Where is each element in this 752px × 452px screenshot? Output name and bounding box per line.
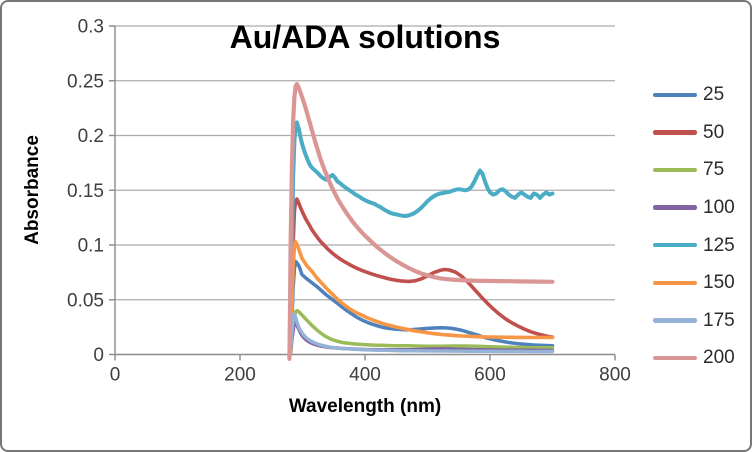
legend-label: 100	[703, 197, 735, 219]
legend-label: 150	[703, 272, 735, 294]
legend-item-125: 125	[653, 226, 735, 264]
legend-item-100: 100	[653, 189, 735, 227]
chart-title: Au/ADA solutions	[229, 19, 501, 55]
legend-item-75: 75	[653, 151, 735, 189]
legend-item-50: 50	[653, 114, 735, 152]
series-line-50	[288, 197, 555, 356]
x-tick-label: 200	[224, 365, 256, 386]
y-tick-label: 0.25	[67, 71, 104, 92]
y-tick-label: 0.1	[78, 236, 104, 257]
legend-label: 125	[703, 234, 735, 256]
legend-label: 25	[703, 84, 725, 106]
x-tick-label: 0	[110, 365, 121, 386]
legend-line-swatch	[653, 205, 697, 210]
y-axis-title: Absorbance	[22, 135, 43, 245]
series-line-125	[288, 120, 555, 355]
legend-label: 200	[703, 347, 735, 369]
series-line-200	[287, 81, 555, 361]
x-tick-label: 400	[349, 365, 381, 386]
legend-item-150: 150	[653, 264, 735, 302]
legend-label: 75	[703, 159, 725, 181]
legend-item-25: 25	[653, 76, 735, 114]
x-tick-label: 800	[599, 365, 631, 386]
legend-line-swatch	[653, 355, 697, 361]
y-tick-label: 0	[93, 345, 104, 366]
legend-line-swatch	[653, 130, 697, 135]
y-tick-label: 0.3	[78, 17, 104, 38]
legend-line-swatch	[653, 242, 697, 248]
legend-line-swatch	[653, 92, 697, 97]
legend-item-200: 200	[653, 339, 735, 377]
series-line-75	[288, 308, 555, 356]
x-tick-label: 600	[474, 365, 506, 386]
y-tick-label: 0.2	[78, 126, 104, 147]
series-line-175	[288, 312, 555, 356]
legend: 25 50 75 100 125 150 175 200	[653, 76, 735, 377]
y-tick-label: 0.15	[67, 181, 104, 202]
legend-line-swatch	[653, 280, 697, 285]
legend-label: 50	[703, 121, 725, 143]
legend-line-swatch	[653, 167, 697, 173]
legend-item-175: 175	[653, 302, 735, 340]
legend-line-swatch	[653, 318, 697, 323]
y-tick-label: 0.05	[67, 290, 104, 311]
series-line-150	[288, 239, 555, 356]
legend-label: 175	[703, 309, 735, 331]
x-axis-title: Wavelength (nm)	[288, 396, 442, 417]
